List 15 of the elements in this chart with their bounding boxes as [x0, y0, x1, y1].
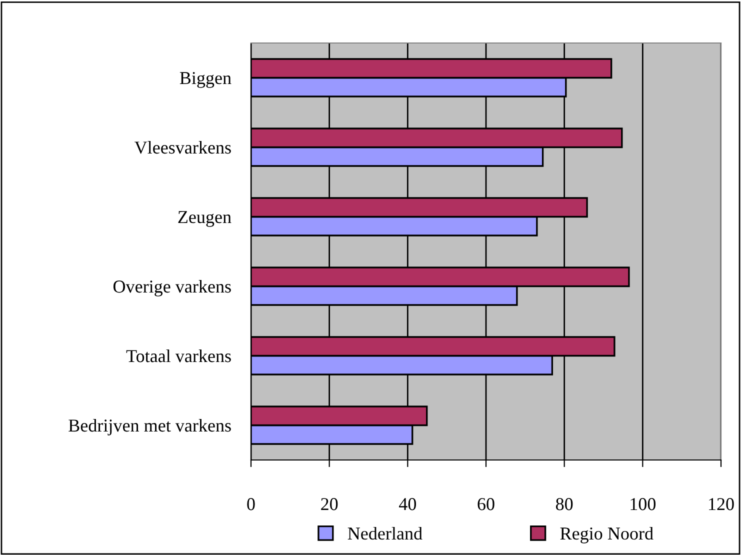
- x-tick-label: 0: [247, 498, 255, 510]
- x-tick-label: 40: [398, 498, 416, 510]
- y-tick-label: Totaal varkens: [126, 349, 231, 362]
- x-tick-label: 100: [630, 498, 656, 510]
- y-tick-label: Bedrijven met varkens: [68, 418, 231, 436]
- x-tick-label: 60: [478, 498, 494, 510]
- y-tick-label: Biggen: [180, 72, 232, 88]
- x-tick-label: 20: [321, 498, 338, 510]
- y-tick-label: Vleesvarkens: [134, 140, 231, 154]
- legend-label: Nederland: [348, 526, 422, 540]
- y-tick-label: Overige varkens: [113, 280, 231, 296]
- x-tick-label: 80: [556, 498, 573, 510]
- y-tick-label: Zeugen: [178, 211, 232, 227]
- legend-label: Regio Noord: [560, 526, 654, 544]
- x-tick-label: 120: [709, 498, 734, 510]
